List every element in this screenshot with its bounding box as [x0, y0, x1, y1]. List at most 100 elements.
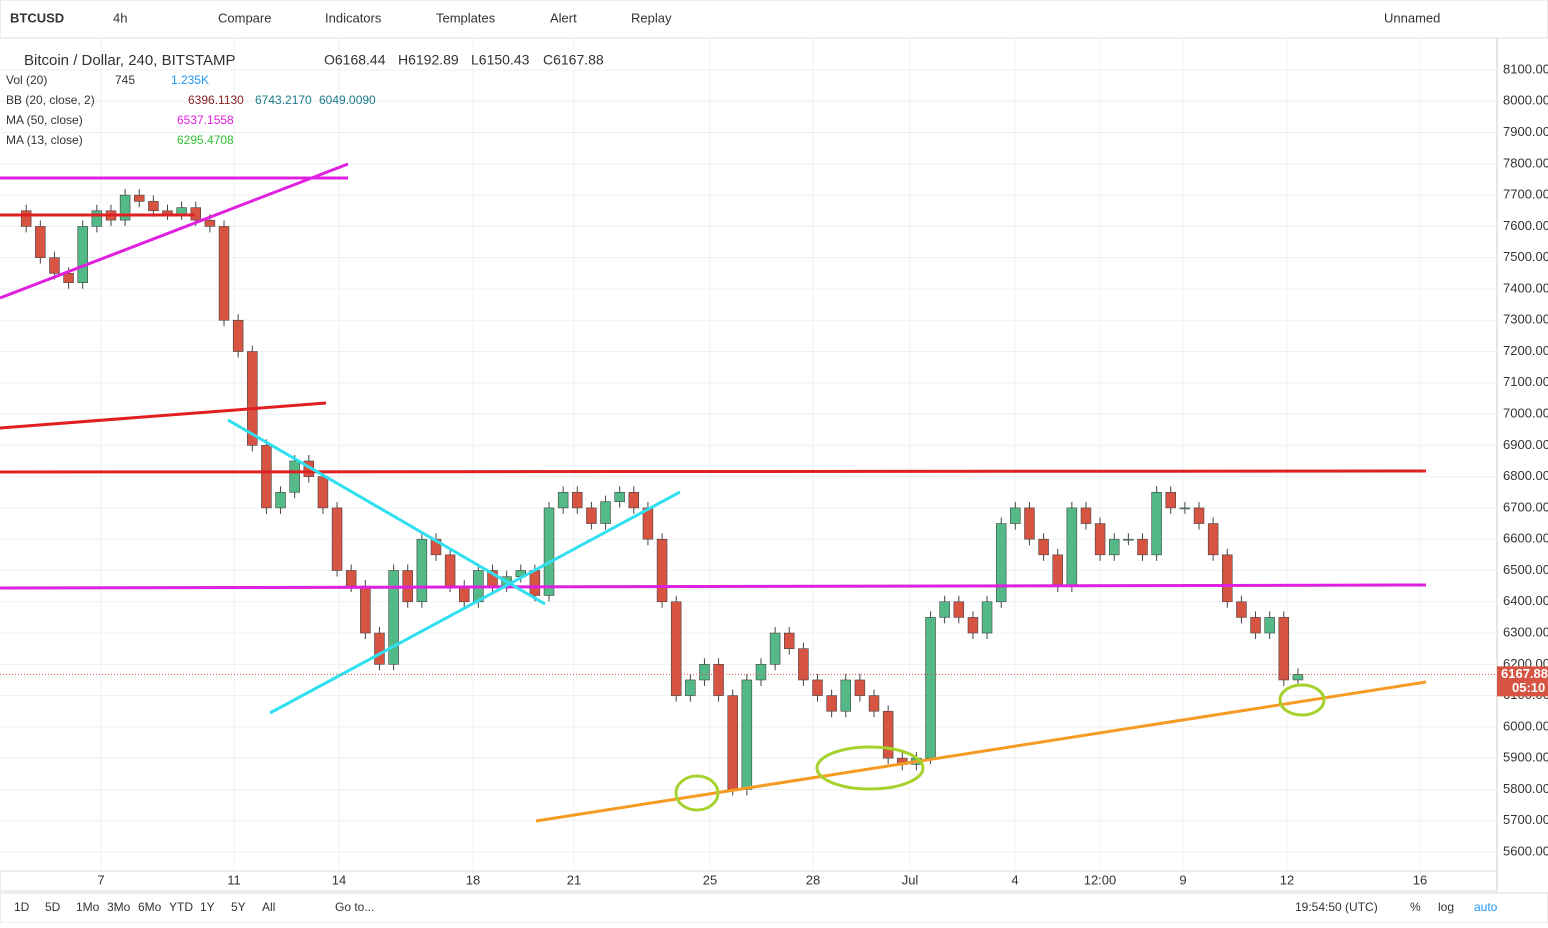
candle: [162, 210, 173, 215]
candle: [826, 695, 837, 712]
candle: [1193, 507, 1205, 524]
candle: [77, 226, 88, 284]
candle: [331, 507, 343, 571]
candle: [1236, 601, 1247, 618]
range-button[interactable]: 3Mo: [107, 900, 131, 914]
candle: [882, 710, 894, 759]
candle: [1278, 617, 1290, 681]
study-label: BB (20, close, 2): [6, 93, 95, 107]
study-label: Vol (20): [6, 73, 47, 87]
candle: [529, 570, 541, 596]
symbol[interactable]: BTCUSD: [10, 10, 64, 25]
drawing-line: [269, 490, 681, 715]
price-tick-label: 7800.00: [1503, 155, 1548, 170]
toolbar-button[interactable]: Compare: [218, 10, 271, 25]
price-tick-label: 7400.00: [1503, 280, 1548, 295]
candle: [741, 679, 753, 790]
candle: [119, 194, 131, 221]
candle: [812, 679, 823, 696]
candle: [1024, 507, 1035, 540]
candle: [1038, 538, 1049, 556]
price-tick-label: 6900.00: [1503, 437, 1548, 452]
candle: [953, 601, 965, 618]
range-button[interactable]: 1Y: [200, 900, 215, 914]
candle: [444, 554, 456, 587]
scale-option[interactable]: auto: [1474, 900, 1498, 914]
candle: [557, 491, 569, 509]
drawing-line: [0, 469, 1427, 474]
candle: [600, 501, 611, 524]
time-tick-label: 16: [1413, 872, 1427, 887]
layout-name[interactable]: Unnamed: [1384, 10, 1440, 25]
interval[interactable]: 4h: [113, 10, 127, 25]
drawing-line: [0, 583, 1427, 590]
candle: [614, 491, 625, 502]
price-tick-label: 6800.00: [1503, 468, 1548, 483]
price-tick-label: 6600.00: [1503, 531, 1548, 546]
scale-option[interactable]: %: [1410, 900, 1421, 914]
study-value: 6743.2170: [255, 93, 312, 107]
candle: [1179, 507, 1191, 510]
price-tick-label: 6400.00: [1503, 593, 1548, 608]
range-button[interactable]: 5D: [45, 900, 61, 914]
time-tick-label: 21: [567, 872, 581, 887]
candle: [755, 664, 767, 681]
bottom-bar: [0, 892, 1548, 924]
price-tick-label: 5600.00: [1503, 843, 1548, 858]
price-tick-label: 5800.00: [1503, 781, 1548, 796]
price-tick-label: 8000.00: [1503, 93, 1548, 108]
candle: [416, 538, 428, 603]
study-value: 1.235K: [171, 73, 209, 87]
drawing-line: [227, 418, 546, 606]
toolbar-button[interactable]: Templates: [436, 10, 496, 25]
candle: [1207, 523, 1219, 556]
range-button[interactable]: All: [262, 900, 275, 914]
goto[interactable]: Go to...: [335, 900, 374, 914]
candle: [218, 226, 230, 321]
candle: [925, 617, 936, 759]
candle: [727, 695, 738, 790]
toolbar-button[interactable]: Indicators: [325, 10, 382, 25]
range-button[interactable]: 1Mo: [76, 900, 100, 914]
time-tick-label: 18: [466, 872, 480, 887]
drawing-line: [535, 680, 1427, 823]
toolbar-button[interactable]: Replay: [631, 10, 672, 25]
legend-ohlc: O6168.44: [324, 52, 386, 68]
drawing-ellipse: [674, 774, 720, 812]
candle: [261, 445, 272, 509]
price-tick-label: 7900.00: [1503, 124, 1548, 139]
candle: [388, 570, 399, 665]
price-tick-label: 7100.00: [1503, 374, 1548, 389]
candle: [49, 257, 60, 274]
time-tick-label: 12: [1280, 872, 1294, 887]
candle: [656, 538, 668, 603]
range-button[interactable]: 5Y: [231, 900, 246, 914]
range-button[interactable]: 1D: [14, 900, 30, 914]
study-label: MA (50, close): [6, 113, 83, 127]
last-price-box: [1497, 666, 1548, 697]
candle: [247, 351, 258, 446]
candle: [232, 319, 244, 352]
scale-option[interactable]: log: [1438, 900, 1454, 914]
candle: [35, 226, 46, 258]
candle: [360, 585, 371, 634]
candle: [868, 695, 880, 712]
candle: [769, 632, 781, 665]
study-value: 6295.4708: [177, 133, 234, 147]
toolbar-button[interactable]: Alert: [550, 10, 577, 25]
legend-title: Bitcoin / Dollar, 240, BITSTAMP: [24, 52, 235, 69]
candle: [204, 219, 216, 227]
candle: [176, 207, 187, 215]
candle: [1292, 674, 1304, 681]
range-button[interactable]: YTD: [169, 900, 193, 914]
candle: [1264, 617, 1275, 634]
candle: [289, 460, 300, 493]
candle: [1137, 538, 1148, 556]
price-tick-label: 6300.00: [1503, 624, 1548, 639]
range-button[interactable]: 6Mo: [138, 900, 162, 914]
candle: [20, 210, 32, 227]
price-tick-label: 7000.00: [1503, 406, 1548, 421]
candle: [1080, 507, 1092, 524]
